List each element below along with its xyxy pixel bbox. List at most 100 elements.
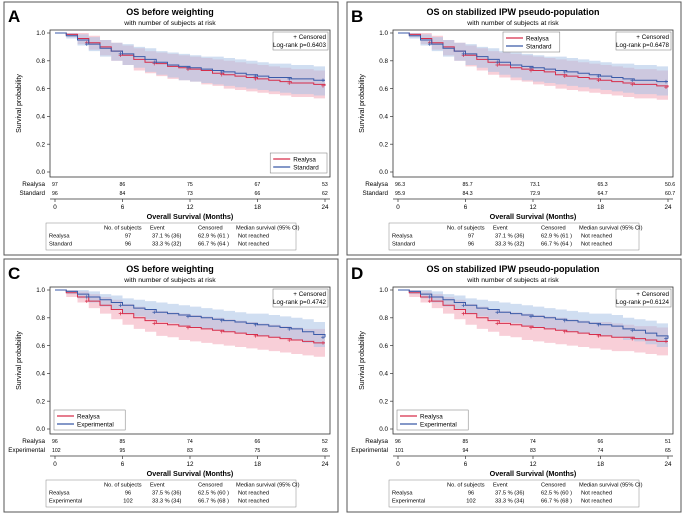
at-risk-count: 74 [598, 448, 604, 454]
x-axis-label: Overall Survival (Months) [490, 212, 577, 221]
table-cell: Realysa [392, 491, 413, 497]
at-risk-count: 66 [598, 439, 604, 445]
y-tick-label: 1.0 [36, 30, 45, 37]
at-risk-count: 94 [463, 448, 469, 454]
x-tick-label: 12 [186, 204, 194, 211]
ci-band-standard [55, 33, 325, 96]
censor-mark [562, 70, 567, 74]
stats-box [615, 288, 672, 308]
censor-mark [427, 299, 432, 303]
censor-mark [253, 334, 258, 338]
table-cell: Realysa [49, 491, 70, 497]
survival-curve-standard [398, 32, 668, 83]
at-risk-count: 83 [187, 448, 193, 454]
y-axis-label: Survival probability [359, 74, 366, 133]
table-header: Censored [198, 483, 223, 489]
at-risk-count: 102 [52, 448, 61, 454]
y-tick-label: 0.6 [36, 343, 45, 350]
y-tick-label: 0.2 [379, 141, 388, 148]
at-risk-group-label: Realysa [22, 438, 45, 445]
censor-mark [321, 341, 325, 345]
x-tick-label: 0 [53, 204, 57, 211]
summary-table [45, 479, 297, 508]
panel-frame [3, 258, 339, 513]
censor-mark [287, 327, 292, 331]
at-risk-count: 73 [187, 191, 193, 197]
table-header: Event [150, 483, 165, 489]
y-tick-label: 0.4 [36, 114, 45, 121]
at-risk-count: 65 [665, 448, 671, 454]
table-cell: 62.9 % (61 ) [541, 234, 572, 240]
x-tick-label: 0 [53, 461, 57, 468]
survival-curve-standard [55, 32, 325, 81]
table-header: No. of subjects [447, 483, 485, 489]
table-header: Event [493, 226, 508, 232]
censor-mark [630, 336, 635, 341]
table-header: Event [150, 226, 165, 232]
censor-mark [152, 60, 157, 64]
at-risk-count: 72.9 [530, 191, 540, 197]
table-header: Censored [541, 483, 566, 489]
censored-label: + Censored [293, 291, 326, 298]
table-cell: Not reached [238, 234, 269, 240]
legend-label: Realysa [77, 413, 100, 420]
table-cell: Not reached [238, 499, 269, 505]
censor-mark [118, 311, 123, 316]
x-tick-label: 24 [321, 461, 329, 468]
at-risk-count: 101 [395, 448, 404, 454]
at-risk-group-label: Realysa [365, 181, 388, 188]
legend-label: Realysa [293, 156, 316, 163]
table-cell: 96 [125, 491, 131, 497]
table-cell: Not reached [238, 491, 269, 497]
x-tick-label: 6 [121, 204, 125, 211]
censor-mark [630, 328, 635, 333]
table-cell: 97 [468, 234, 474, 240]
panel-frame [3, 1, 339, 256]
table-cell: 37.5 % (36) [495, 491, 525, 497]
panel-frame [346, 258, 682, 513]
chart-subtitle: with number of subjects at risk [123, 277, 216, 284]
censor-mark [596, 334, 601, 338]
y-tick-label: 1.0 [379, 287, 388, 294]
censor-mark [186, 314, 190, 319]
chart-subtitle: with number of subjects at risk [123, 20, 216, 27]
survival-curve-realysa [55, 289, 325, 344]
censor-mark [529, 325, 533, 330]
censor-mark [495, 60, 500, 64]
x-tick-label: 18 [254, 204, 262, 211]
table-cell: Standard [392, 242, 415, 248]
censor-mark [84, 295, 89, 299]
censor-mark [596, 322, 601, 327]
censor-mark [630, 82, 635, 87]
y-tick-label: 0.0 [379, 426, 388, 433]
survival-curve-experimental [55, 289, 326, 338]
at-risk-count: 95.9 [395, 191, 405, 197]
at-risk-count: 85 [120, 439, 126, 445]
table-cell: Experimental [49, 499, 82, 505]
censor-mark [495, 321, 500, 326]
x-tick-label: 18 [597, 204, 605, 211]
censor-mark [630, 78, 635, 83]
at-risk-count: 95 [120, 448, 126, 454]
censor-mark [461, 52, 466, 56]
censor-mark [186, 65, 190, 70]
table-cell: 33.3 % (32) [152, 242, 182, 248]
table-cell: 62.5 % (60 ) [198, 491, 229, 497]
table-cell: 66.7 % (68 ) [541, 499, 572, 505]
panel-b: B OS on stabilized IPW pseudo-population w… [346, 1, 682, 256]
at-risk-count: 74 [187, 439, 193, 445]
censored-label: + Censored [636, 291, 669, 298]
at-risk-count: 96 [395, 439, 401, 445]
table-header: No. of subjects [447, 226, 485, 232]
censor-mark [562, 318, 567, 323]
legend-box [269, 152, 328, 174]
panel-letter: A [8, 7, 20, 26]
at-risk-count: 83 [530, 448, 536, 454]
y-tick-label: 0.2 [379, 398, 388, 405]
y-tick-label: 0.0 [36, 426, 45, 433]
at-risk-count: 96 [52, 439, 58, 445]
at-risk-count: 66 [255, 191, 261, 197]
pvalue-label: Log-rank p=0.6403 [273, 42, 327, 49]
table-header: No. of subjects [104, 226, 142, 232]
y-tick-label: 0.6 [379, 86, 388, 93]
